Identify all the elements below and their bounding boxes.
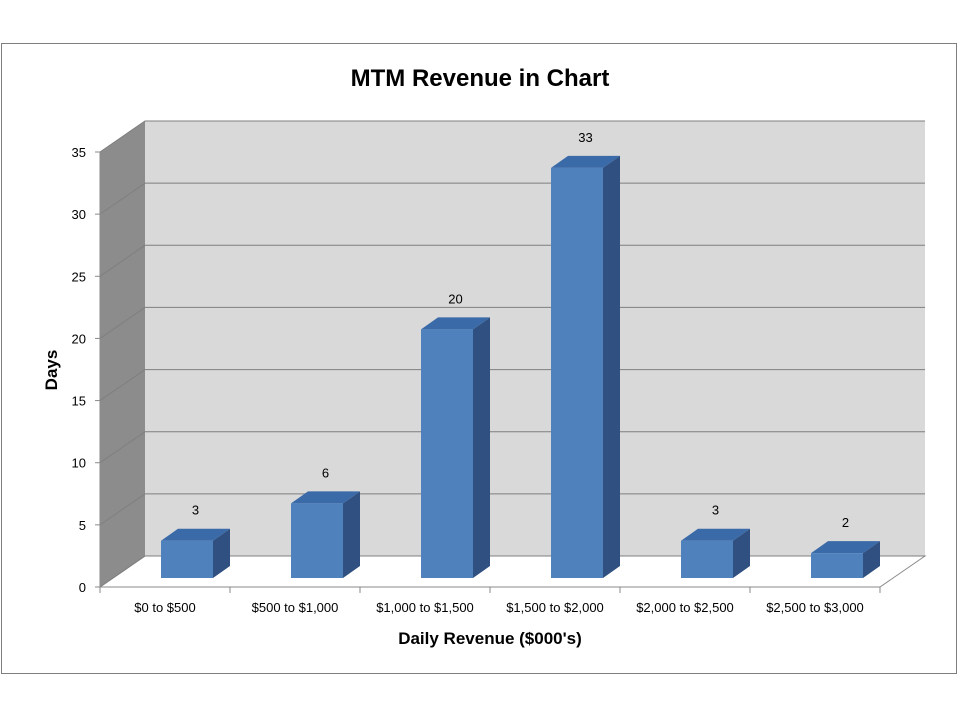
bar-front <box>551 167 603 578</box>
bar-side <box>603 155 620 578</box>
gridline <box>99 120 925 153</box>
y-tick-label: 10 <box>72 456 86 471</box>
y-tick-label: 0 <box>79 580 86 595</box>
x-category-label: $2,500 to $3,000 <box>766 600 864 615</box>
bar-front <box>421 329 473 578</box>
bar <box>681 528 750 578</box>
bar-front <box>161 540 213 578</box>
gridline <box>99 306 925 339</box>
gridline <box>99 182 925 215</box>
data-label: 2 <box>842 515 849 530</box>
bar-side <box>213 528 230 578</box>
bar-top <box>551 155 620 168</box>
bar-top <box>811 541 880 554</box>
bars <box>161 155 880 578</box>
gridline <box>99 493 925 526</box>
gridlines <box>99 120 925 588</box>
bar-top <box>161 528 230 541</box>
y-tick-label: 20 <box>72 331 86 346</box>
gridline <box>99 555 925 588</box>
data-label: 33 <box>578 130 592 145</box>
y-tick-label: 25 <box>72 269 86 284</box>
x-category-label: $0 to $500 <box>134 600 195 615</box>
y-tick-label: 15 <box>72 394 86 409</box>
x-category-label: $500 to $1,000 <box>252 600 339 615</box>
data-label: 6 <box>322 465 329 480</box>
y-axis-label: Days <box>42 350 61 391</box>
bar <box>811 541 880 578</box>
gridline <box>99 244 925 277</box>
x-category-label: $1,500 to $2,000 <box>506 600 604 615</box>
bar <box>421 317 490 578</box>
back-wall <box>145 121 925 556</box>
bar-top <box>291 491 360 504</box>
gridline <box>99 431 925 464</box>
x-category-label: $2,000 to $2,500 <box>636 600 734 615</box>
bar-top <box>681 528 750 541</box>
bar-front <box>811 553 863 578</box>
x-axis-label: Daily Revenue ($000's) <box>398 629 582 648</box>
y-tick-label: 5 <box>79 518 86 533</box>
y-tick-label: 35 <box>72 145 86 160</box>
side-wall <box>100 121 145 587</box>
chart-title: MTM Revenue in Chart <box>351 65 610 92</box>
bar <box>161 528 230 578</box>
x-category-label: $1,000 to $1,500 <box>376 600 474 615</box>
x-axis-categories: $0 to $500 $500 to $1,000 $1,000 to $1,500… <box>99 587 881 615</box>
gridline <box>99 369 925 401</box>
bar-side <box>863 541 880 578</box>
bar-side <box>473 317 490 578</box>
bar <box>291 491 360 578</box>
bar-front <box>291 503 343 578</box>
y-tick-label: 30 <box>72 207 86 222</box>
y-axis-ticks: 0 5 10 15 20 25 30 35 <box>72 145 100 595</box>
data-label: 3 <box>192 503 199 518</box>
bar-front <box>681 540 733 578</box>
data-label: 3 <box>712 503 719 518</box>
data-label: 20 <box>448 291 462 306</box>
chart-walls <box>98 121 927 588</box>
bar-side <box>733 528 750 578</box>
bar-side <box>343 491 360 578</box>
bar-top <box>421 317 490 330</box>
bar <box>551 155 620 578</box>
